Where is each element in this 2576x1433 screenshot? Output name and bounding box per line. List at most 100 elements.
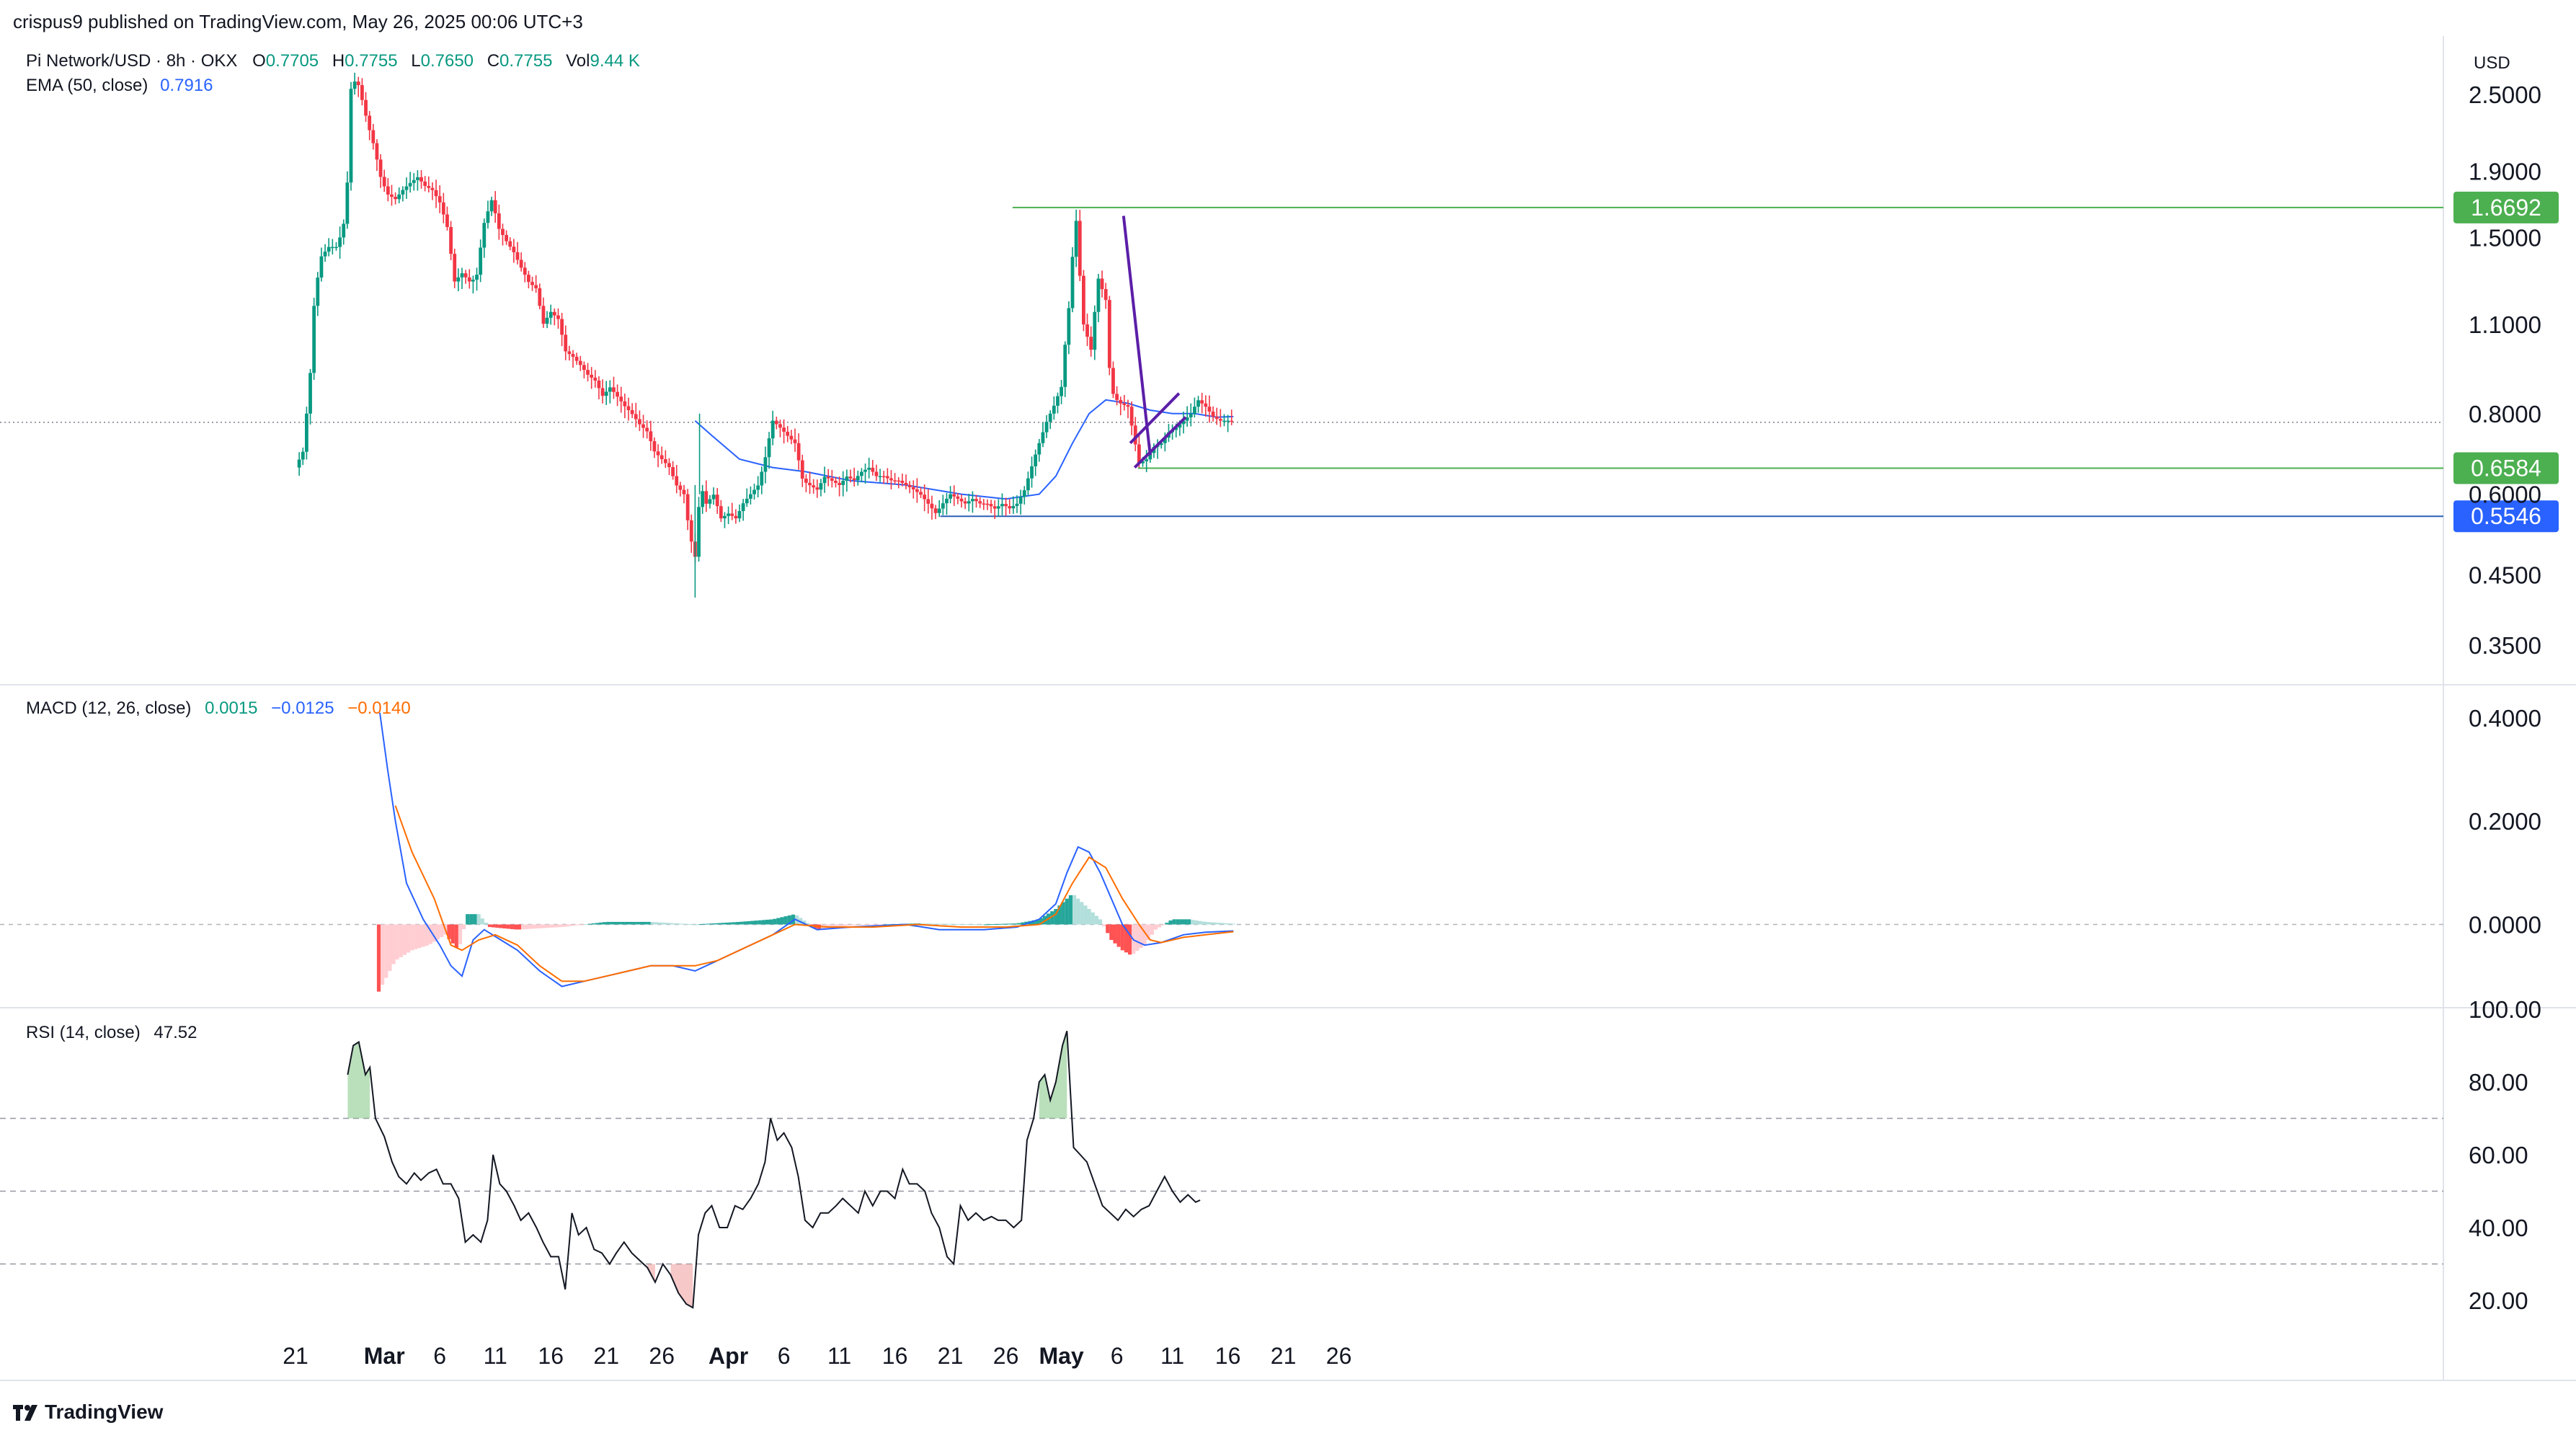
macd-histogram-bar (1213, 922, 1217, 925)
candle-body (545, 317, 549, 324)
candle-body (822, 476, 827, 484)
macd-histogram-bar (543, 924, 548, 928)
price-level-badge (2453, 191, 2559, 223)
macd-histogram-bar (1139, 924, 1143, 949)
candle-body (593, 377, 598, 381)
candle-body (1096, 278, 1101, 312)
candle-body (978, 501, 982, 504)
macd-histogram-bar (1165, 923, 1169, 925)
macd-histogram-bar (1065, 898, 1069, 925)
macd-histogram-bar (739, 921, 744, 925)
symbol-header[interactable]: Pi Network/USD · 8h · OKX O0.7705 H0.775… (26, 51, 640, 71)
macd-histogram-bar (587, 923, 592, 925)
rsi-legend[interactable]: RSI (14, close) 47.52 (26, 1023, 197, 1042)
candle-body (1107, 300, 1111, 368)
rsi-pane[interactable] (0, 1031, 2443, 1309)
candle-body (715, 494, 719, 507)
macd-histogram-bar (980, 924, 984, 926)
macd-histogram-bar (1057, 905, 1062, 925)
candle-body (1218, 419, 1222, 421)
candles[interactable] (297, 72, 1234, 598)
candle-body (586, 370, 590, 375)
price-axis[interactable]: 2.5000 1.9000 1.5000 1.1000 0.8000 0.6000 0.45… (2469, 81, 2541, 1314)
candle-body (1070, 257, 1075, 309)
candle-body (1137, 444, 1141, 463)
candle-body (737, 511, 742, 519)
macd-histogram-bar (924, 923, 928, 925)
macd-histogram-bar (621, 921, 625, 925)
macd-histogram-bar (1205, 922, 1209, 925)
candle-body (1056, 396, 1060, 406)
candle-body (578, 360, 582, 365)
candle-body (926, 499, 931, 504)
macd-histogram-bar (747, 920, 751, 925)
candle-body (590, 374, 594, 378)
macd-histogram-bar (658, 922, 662, 925)
macd-histogram-bar (502, 924, 507, 928)
candle-body (645, 427, 649, 432)
candle-body (671, 467, 675, 476)
candle-body (541, 306, 546, 324)
candle-body (1026, 478, 1030, 491)
macd-line-value: −0.0125 (271, 698, 334, 718)
candle-body (397, 194, 401, 200)
candle-body (1200, 400, 1204, 404)
candle-body (548, 311, 553, 318)
macd-pane[interactable] (0, 712, 2443, 992)
time-tick-label: 6 (778, 1343, 791, 1369)
ema-legend[interactable]: EMA (50, close) 0.7916 (26, 76, 213, 95)
macd-histogram-bar (735, 922, 740, 925)
candle-body (900, 480, 905, 483)
macd-histogram-bar (595, 923, 599, 925)
horizontal-levels[interactable]: 1.6692 0.6584 0.5546 (0, 191, 2559, 533)
candle-body (656, 451, 660, 456)
candle-body (1030, 466, 1034, 479)
macd-histogram-bar (791, 914, 796, 925)
candle-body (416, 177, 419, 180)
rsi-tick-label: 80.00 (2469, 1069, 2528, 1096)
macd-histogram-bar (880, 924, 884, 926)
rsi-tick-label: 100.00 (2469, 996, 2541, 1023)
macd-histogram-bar (783, 916, 788, 925)
macd-histogram-bar (610, 921, 614, 925)
candle-body (1174, 427, 1178, 430)
macd-histogram-bar (936, 923, 940, 925)
macd-histogram-bar (802, 920, 807, 925)
currency-label[interactable]: USD (2474, 53, 2510, 73)
rsi-oversold-fill (670, 1264, 693, 1308)
candle-body (390, 194, 394, 198)
macd-legend[interactable]: MACD (12, 26, close) 0.0015 −0.0125 −0.0… (26, 698, 411, 718)
candle-body (1214, 416, 1219, 420)
candle-body (1133, 425, 1137, 445)
close-value: 0.7755 (499, 51, 552, 71)
candle-body (1008, 506, 1012, 509)
time-axis[interactable]: 21 Mar 6 11 16 21 26 Apr 6 11 16 21 26 May 6 11 16 21 26 (283, 1343, 1351, 1369)
macd-histogram-bar (432, 924, 437, 942)
candle-body (907, 484, 912, 487)
candle-body (1089, 337, 1093, 350)
macd-histogram-bar (1142, 924, 1147, 946)
ema-layer[interactable] (694, 399, 1234, 500)
open-value: 0.7705 (266, 51, 319, 71)
macd-histogram-bar (758, 920, 762, 925)
trendlines[interactable] (1122, 216, 1187, 469)
macd-histogram-bar (954, 923, 958, 925)
candle-body (992, 506, 997, 509)
time-tick-label: 16 (882, 1343, 908, 1369)
macd-histogram-bar (1094, 915, 1098, 925)
macd-histogram-bar (636, 921, 640, 925)
candle-body (1052, 405, 1056, 414)
macd-histogram-bar (865, 924, 869, 926)
macd-histogram-bar (643, 921, 647, 925)
candle-body (808, 482, 812, 486)
candle-body (641, 424, 645, 428)
macd-histogram-bar (709, 923, 714, 925)
candle-body (1141, 461, 1145, 463)
macd-histogram-bar (436, 924, 440, 940)
macd-histogram-bar (1021, 922, 1025, 925)
macd-tick-label: 0.4000 (2469, 705, 2541, 732)
ema-line (694, 399, 1234, 500)
candle-body (634, 414, 638, 420)
time-tick-label: 11 (827, 1343, 851, 1369)
